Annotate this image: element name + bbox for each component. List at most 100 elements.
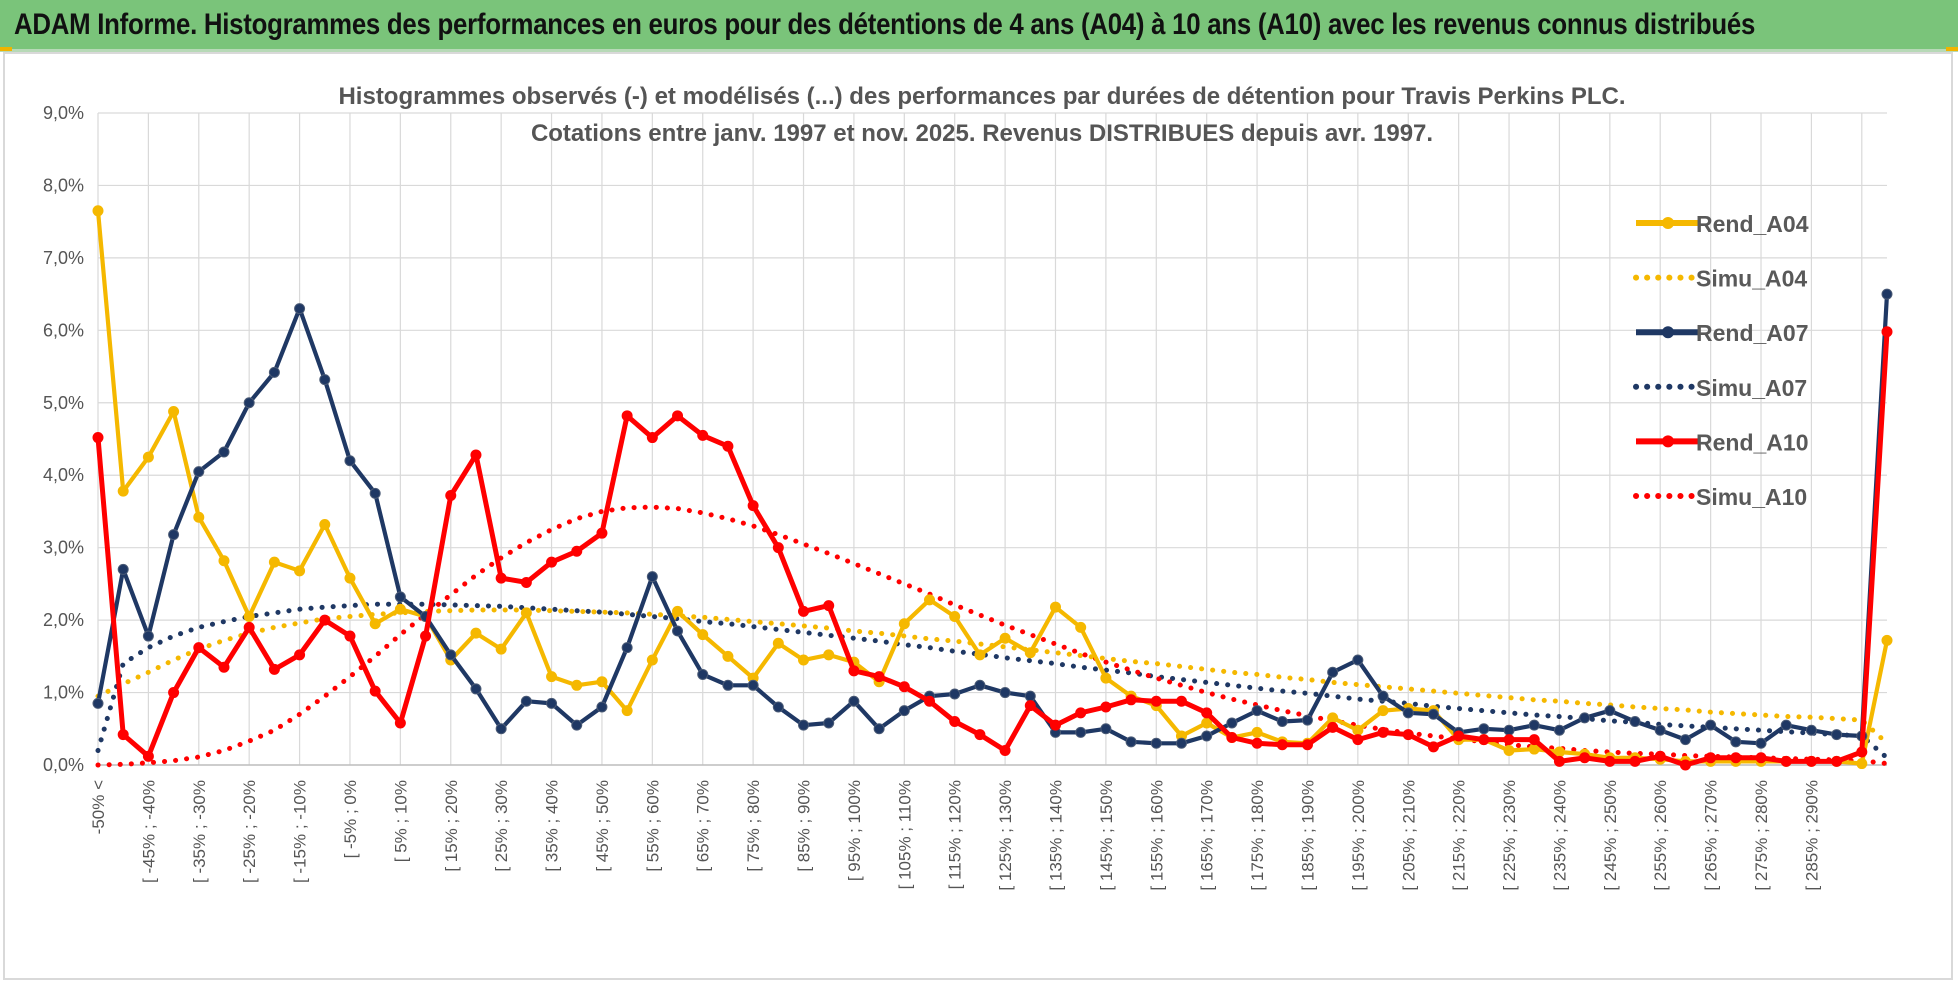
- data-point: [168, 405, 180, 417]
- data-point: [344, 572, 356, 584]
- data-point: [1377, 690, 1389, 702]
- data-point: [1301, 739, 1313, 751]
- data-point: [193, 642, 205, 654]
- data-point: [1654, 724, 1666, 736]
- data-point: [1730, 736, 1742, 748]
- data-point: [1276, 739, 1288, 751]
- x-tick-label: [ 35% ; 40%: [543, 780, 562, 872]
- data-point: [1402, 729, 1414, 741]
- y-tick-label: 7,0%: [43, 248, 84, 268]
- series-rend_a10: [92, 326, 1893, 771]
- legend-marker: [1662, 217, 1674, 229]
- report-banner: ADAM Informe. Histogrammes des performan…: [0, 0, 1958, 52]
- data-point: [1377, 726, 1389, 738]
- y-axis-ticks: 0,0% 1,0% 2,0% 3,0% 4,0% 5,0% 6,0% 7,0% 8,0% 9,0%: [43, 103, 84, 775]
- data-point: [596, 527, 608, 539]
- data-point: [344, 630, 356, 642]
- data-point: [1705, 719, 1717, 731]
- data-point: [1629, 755, 1641, 767]
- legend-marker: [1662, 435, 1674, 448]
- series-line-simu_a10: [95, 504, 1890, 768]
- data-point: [520, 576, 532, 588]
- x-tick-label: [ 285% ; 290%: [1802, 780, 1821, 891]
- data-point: [218, 661, 230, 673]
- data-point: [546, 697, 558, 709]
- data-point: [1251, 737, 1263, 749]
- x-axis-ticks: -50% < [ -45% ; -40% [ -35% ; -30% [ -25% ;…: [89, 780, 1821, 891]
- x-tick-label: [ -5% ; 0%: [341, 780, 360, 858]
- data-point: [672, 410, 684, 422]
- x-tick-label: [ 125% ; 130%: [996, 780, 1015, 891]
- x-tick-label: [ 205% ; 210%: [1399, 780, 1418, 891]
- data-point: [949, 716, 961, 728]
- data-point: [621, 705, 633, 717]
- data-point: [117, 563, 129, 575]
- data-point: [1276, 716, 1288, 728]
- data-point: [1024, 690, 1036, 702]
- data-point: [1251, 705, 1263, 717]
- x-tick-label: [ 235% ; 240%: [1550, 780, 1569, 891]
- data-point: [949, 610, 961, 622]
- y-tick-label: 2,0%: [43, 610, 84, 630]
- data-point: [1100, 701, 1112, 713]
- data-point: [268, 366, 280, 378]
- legend-label: Rend_A04: [1696, 211, 1809, 237]
- data-point: [747, 500, 759, 512]
- data-point: [798, 654, 810, 666]
- x-tick-label: [ 275% ; 280%: [1752, 780, 1771, 891]
- data-point: [873, 723, 885, 735]
- data-point: [117, 729, 129, 741]
- data-point: [1125, 694, 1137, 706]
- data-point: [1075, 707, 1087, 719]
- x-tick-label: [ 25% ; 30%: [492, 780, 511, 872]
- data-point: [1100, 723, 1112, 735]
- series-rend_a04: [92, 205, 1893, 770]
- data-point: [974, 649, 986, 661]
- data-point: [1251, 726, 1263, 738]
- data-point: [672, 625, 684, 637]
- data-point: [1528, 719, 1540, 731]
- data-point: [1175, 737, 1187, 749]
- x-tick-label: [ 185% ; 190%: [1298, 780, 1317, 891]
- data-point: [142, 451, 154, 463]
- x-tick-label: [ 175% ; 180%: [1248, 780, 1267, 891]
- series-line-rend_a10: [95, 331, 1890, 768]
- data-point: [1780, 755, 1792, 767]
- x-tick-label: [ -45% ; -40%: [139, 780, 158, 883]
- data-point: [1201, 707, 1213, 719]
- data-point: [1679, 734, 1691, 746]
- data-point: [268, 663, 280, 675]
- y-tick-label: 0,0%: [43, 755, 84, 775]
- data-point: [470, 449, 482, 461]
- data-point: [1705, 752, 1717, 764]
- data-point: [168, 529, 180, 541]
- data-point: [1856, 758, 1868, 770]
- y-tick-label: 4,0%: [43, 465, 84, 485]
- data-point: [495, 643, 507, 655]
- legend-label: Simu_A10: [1696, 484, 1807, 510]
- data-point: [1427, 741, 1439, 753]
- data-point: [243, 610, 255, 622]
- y-tick-label: 6,0%: [43, 320, 84, 340]
- data-point: [1049, 719, 1061, 731]
- data-point: [999, 632, 1011, 644]
- data-point: [193, 511, 205, 523]
- data-point: [1100, 672, 1112, 684]
- data-point: [1730, 752, 1742, 764]
- data-point: [772, 542, 784, 554]
- data-point: [672, 605, 684, 617]
- data-point: [1805, 755, 1817, 767]
- data-point: [520, 695, 532, 707]
- data-point: [722, 679, 734, 691]
- data-point: [1831, 755, 1843, 767]
- data-point: [873, 671, 885, 683]
- x-tick-label: [ 115% ; 120%: [946, 780, 965, 889]
- data-point: [117, 485, 129, 497]
- chart-frame: [3, 52, 1953, 980]
- series-line-simu_a07: [95, 601, 1890, 761]
- legend-label: Simu_A07: [1696, 375, 1807, 401]
- data-point: [1226, 731, 1238, 743]
- y-tick-label: 9,0%: [43, 103, 84, 123]
- data-point: [596, 701, 608, 713]
- data-point: [1679, 759, 1691, 771]
